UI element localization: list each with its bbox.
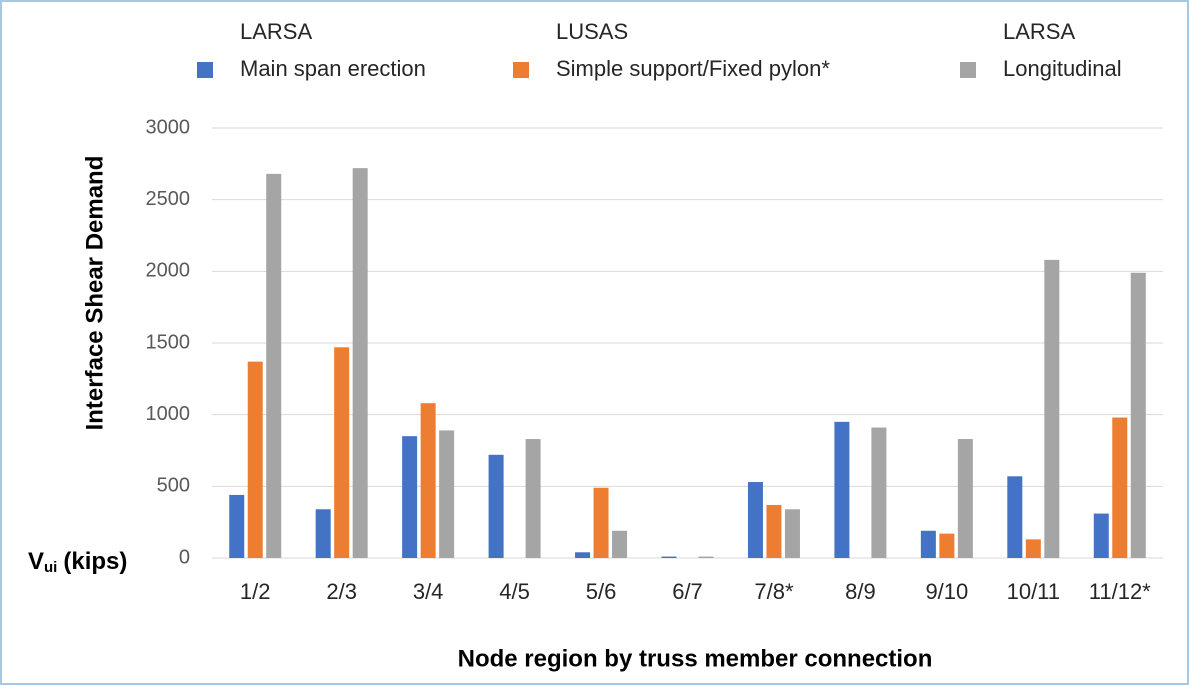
bar <box>747 482 763 558</box>
bar <box>593 487 609 558</box>
bar <box>1044 259 1060 558</box>
bar <box>488 454 504 558</box>
bar <box>661 556 677 558</box>
bar <box>229 494 245 558</box>
bar <box>939 533 955 558</box>
legend-swatch <box>197 62 213 78</box>
bar <box>315 509 331 558</box>
bar <box>698 556 714 558</box>
x-tick-label: 7/8* <box>754 579 794 604</box>
y-tick-label: 0 <box>179 546 190 568</box>
legend-swatch <box>960 62 976 78</box>
bar <box>1007 476 1023 558</box>
bar <box>784 509 800 558</box>
bar <box>957 439 973 558</box>
y-tick-label: 1500 <box>146 331 191 353</box>
x-tick-label: 4/5 <box>499 579 530 604</box>
bar <box>871 427 887 558</box>
bar <box>266 173 282 558</box>
y-tick-label: 1000 <box>146 403 191 425</box>
bar <box>352 168 368 558</box>
legend-group: LARSA <box>1003 19 1075 44</box>
x-tick-label: 9/10 <box>925 579 968 604</box>
legend-label: Main span erection <box>240 56 426 81</box>
bar <box>1130 272 1146 558</box>
y-tick-label: 2000 <box>146 260 191 282</box>
x-tick-label: 5/6 <box>586 579 617 604</box>
bar <box>439 430 455 558</box>
y-unit: Vui (kips) <box>28 548 127 576</box>
y-axis-title: Interface Shear Demand <box>81 156 108 431</box>
y-tick-label: 3000 <box>146 116 191 138</box>
bar <box>1093 513 1109 558</box>
bar <box>525 439 541 558</box>
bar <box>334 347 350 558</box>
bar <box>420 403 436 558</box>
bar <box>247 361 263 558</box>
y-tick-label: 500 <box>157 475 190 497</box>
bar <box>612 530 628 558</box>
y-unit-subscript: ui <box>44 559 57 576</box>
y-unit-unit: (kips) <box>63 548 127 575</box>
legend-group: LARSA <box>240 19 312 44</box>
legend-group: LUSAS <box>556 19 628 44</box>
x-tick-label: 6/7 <box>672 579 703 604</box>
bar <box>575 552 591 558</box>
y-tick-label: 2500 <box>146 188 191 210</box>
legend-label: Simple support/Fixed pylon* <box>556 56 830 81</box>
x-tick-label: 11/12* <box>1089 579 1151 604</box>
bar <box>766 504 782 558</box>
x-tick-label: 2/3 <box>326 579 357 604</box>
legend-swatch <box>513 62 529 78</box>
x-tick-label: 8/9 <box>845 579 876 604</box>
bar <box>1112 417 1128 558</box>
x-axis-title: Node region by truss member connection <box>458 645 933 672</box>
y-unit-symbol: V <box>28 548 44 575</box>
x-tick-label: 10/11 <box>1007 579 1060 604</box>
x-tick-label: 3/4 <box>413 579 444 604</box>
bar <box>834 421 850 558</box>
legend-label: Longitudinal <box>1003 56 1122 81</box>
bar <box>920 530 936 558</box>
bar <box>1025 539 1041 558</box>
x-tick-label: 1/2 <box>240 579 271 604</box>
bar <box>402 436 418 558</box>
